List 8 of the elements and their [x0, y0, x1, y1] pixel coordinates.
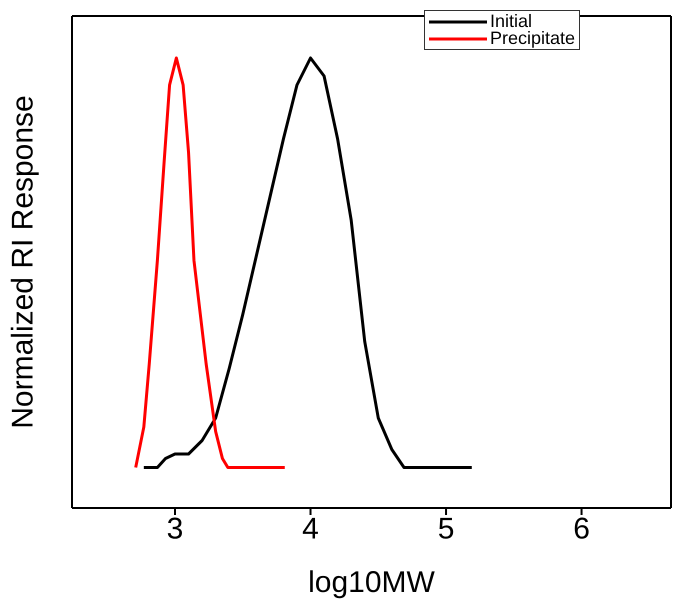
- legend-label: Initial: [490, 11, 532, 31]
- legend-label: Precipitate: [490, 28, 576, 48]
- x-axis-title: log10MW: [308, 566, 436, 599]
- y-axis-title: Normalized RI Response: [6, 95, 40, 429]
- x-tick-label: 4: [302, 512, 319, 546]
- x-tick-label: 6: [573, 512, 590, 546]
- x-tick-label: 3: [166, 512, 184, 546]
- x-tick-label: 5: [438, 512, 454, 546]
